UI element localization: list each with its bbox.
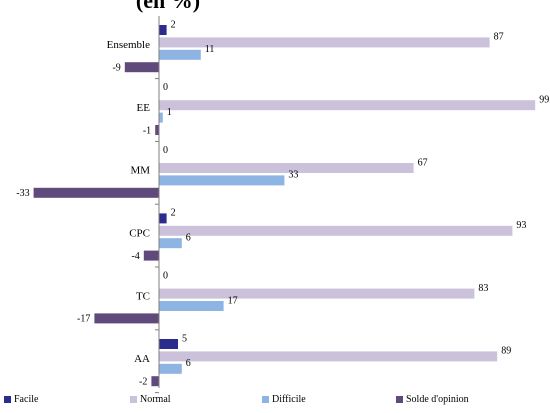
data-label-ensemble-solde-d-opinion: -9 [112,62,120,73]
bar-tc-normal [159,288,475,299]
bar-cpc-normal [159,225,513,236]
bar-aa-normal [159,351,498,362]
bar-aa-difficile [159,363,182,374]
legend-item-solde-d-opinion: Solde d'opinion [396,394,469,405]
category-label-cpc: CPC [129,228,150,240]
data-label-tc-solde-d-opinion: -17 [77,314,90,325]
legend: Facile Normal Difficile Solde d'opinion [0,394,550,408]
bar-mm-normal [159,163,414,173]
bar-mm-difficile [159,175,285,186]
category-label-mm: MM [130,165,150,177]
data-label-ee-normal: 99 [539,94,549,105]
legend-label: Solde d'opinion [406,394,469,405]
data-label-ensemble-normal: 87 [494,32,504,43]
legend-swatch [262,396,269,403]
data-label-cpc-difficile: 6 [186,232,191,243]
category-label-ee: EE [137,102,151,114]
bar-cpc-facile [159,213,167,224]
data-label-mm-difficile: 33 [288,170,298,181]
legend-item-difficile: Difficile [262,394,306,405]
data-label-aa-normal: 89 [501,346,511,357]
data-label-mm-facile: 0 [163,145,168,156]
data-label-aa-facile: 5 [182,333,187,344]
bar-aa-solde-d-opinion [151,376,159,387]
bar-cpc-difficile [159,238,182,249]
bar-ee-normal [159,100,536,111]
bar-ensemble-normal [159,37,490,48]
data-label-ee-solde-d-opinion: -1 [143,125,151,136]
legend-label: Facile [14,394,39,405]
category-label-ensemble: Ensemble [107,39,150,51]
bar-ensemble-difficile [159,49,201,60]
data-label-ensemble-difficile: 11 [205,44,215,55]
legend-label: Difficile [272,394,306,405]
data-label-cpc-facile: 2 [171,208,176,219]
category-label-aa: AA [134,353,150,365]
data-label-aa-solde-d-opinion: -2 [139,376,147,387]
category-label-tc: TC [136,290,150,302]
legend-swatch [130,396,137,403]
bar-ee-solde-d-opinion [155,125,159,135]
data-label-tc-difficile: 17 [228,295,238,306]
data-label-tc-facile: 0 [163,270,168,281]
data-label-cpc-normal: 93 [516,220,526,231]
bar-tc-difficile [159,301,224,311]
bars-layer: 2 87 11 -9 0 99 1 -1 0 67 33 -33 2 93 6 -4 0 83 17 -17 5 89 6 -… [16,19,549,387]
data-label-cpc-solde-d-opinion: -4 [131,251,139,262]
bar-aa-facile [159,339,178,349]
data-label-ee-facile: 0 [163,82,168,93]
data-label-tc-normal: 83 [478,283,488,294]
bar-mm-solde-d-opinion [33,187,159,198]
data-label-ensemble-facile: 2 [171,19,176,30]
data-label-ee-difficile: 1 [167,107,172,118]
ticks-layer: Ensemble EE MM CPC TC AA [107,39,159,394]
data-label-mm-normal: 67 [418,157,428,168]
legend-swatch [4,396,11,403]
legend-swatch [396,396,403,403]
bar-ensemble-solde-d-opinion [124,62,159,73]
legend-item-normal: Normal [130,394,171,405]
data-label-aa-difficile: 6 [186,358,191,369]
bar-ee-difficile [159,112,163,123]
legend-label: Normal [140,394,171,405]
bar-cpc-solde-d-opinion [143,250,159,261]
bar-ensemble-facile [159,25,167,35]
data-label-mm-solde-d-opinion: -33 [16,188,29,199]
bar-tc-solde-d-opinion [94,313,159,324]
chart-title: (en %) [136,0,200,13]
legend-item-facile: Facile [4,394,38,405]
